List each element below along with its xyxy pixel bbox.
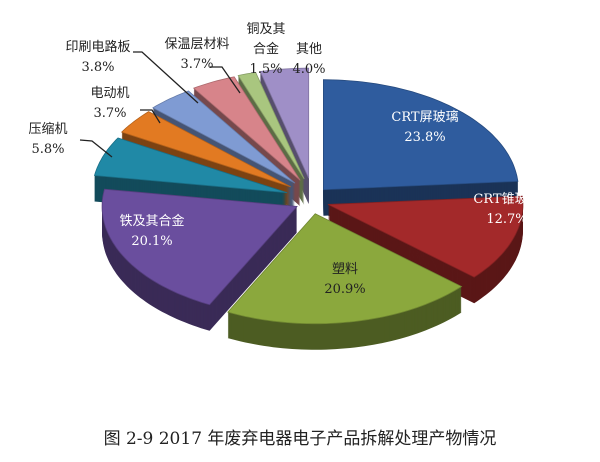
slice-name: 铜及其合金 [246, 22, 286, 57]
slice-name: 电动机 [90, 86, 130, 101]
slice-name: 其他 [295, 42, 322, 57]
pie-slice-top [327, 195, 524, 278]
figure-caption: 图 2-9 2017 年废弃电器电子产品拆解处理产物情况 [103, 429, 497, 449]
slice-name: CRT屏玻璃 [391, 110, 459, 125]
leader-lines [79, 51, 241, 158]
leader-line-insulation [210, 66, 241, 94]
slice-name: 塑料 [331, 262, 358, 277]
pie-slice-top [322, 79, 519, 191]
pie-slice-0 [322, 79, 519, 216]
pie-slice-3 [101, 188, 298, 331]
slice-value: 20.1% [131, 234, 173, 249]
pie-slice-1 [327, 195, 524, 304]
pie-slice-top [93, 137, 288, 194]
leader-line-compressor [79, 139, 113, 158]
pie-slice-top [120, 111, 291, 188]
slice-name: 印刷电路板 [65, 40, 131, 55]
pie-slice-top [259, 67, 310, 179]
slice-value: 12.7% [486, 212, 528, 227]
pie-slice-top [101, 188, 298, 306]
pie-slice-2 [227, 213, 463, 350]
pie-slices [93, 67, 524, 350]
pie-slice-top [237, 71, 305, 180]
label-plastic: 塑料 20.9% [324, 260, 365, 300]
label-crt-screen-glass: CRT屏玻璃 23.8% [391, 108, 458, 148]
pie-slice-top [152, 90, 296, 184]
pie-slice-top [227, 213, 463, 325]
slice-value: 5.8% [31, 142, 65, 157]
slice-value: 3.7% [180, 57, 214, 72]
label-pcb: 印刷电路板 3.8% [65, 38, 130, 78]
label-iron-alloy: 铁及其合金 20.1% [119, 212, 184, 252]
slice-value: 3.7% [93, 106, 127, 121]
slice-name: 保温层材料 [164, 37, 230, 52]
leader-line-motor [140, 109, 161, 124]
slice-name: 铁及其合金 [119, 214, 185, 229]
label-insulation: 保温层材料 3.7% [164, 35, 229, 75]
slice-value: 23.8% [404, 130, 446, 145]
label-other: 其他 4.0% [292, 40, 325, 80]
slice-name: 压缩机 [28, 122, 68, 137]
label-copper-alloy: 铜及其合金 1.5% [246, 20, 286, 80]
slice-value: 3.8% [81, 60, 115, 75]
label-crt-cone-glass: CRT锥玻璃 12.7% [473, 190, 540, 230]
label-compressor: 压缩机 5.8% [28, 120, 67, 160]
label-motor: 电动机 3.7% [90, 84, 129, 124]
leader-line-pcb [133, 51, 199, 104]
slice-name: CRT锥玻璃 [473, 192, 541, 207]
slice-value: 20.9% [324, 282, 366, 297]
slice-value: 1.5% [249, 62, 283, 77]
slice-value: 4.0% [292, 62, 326, 77]
